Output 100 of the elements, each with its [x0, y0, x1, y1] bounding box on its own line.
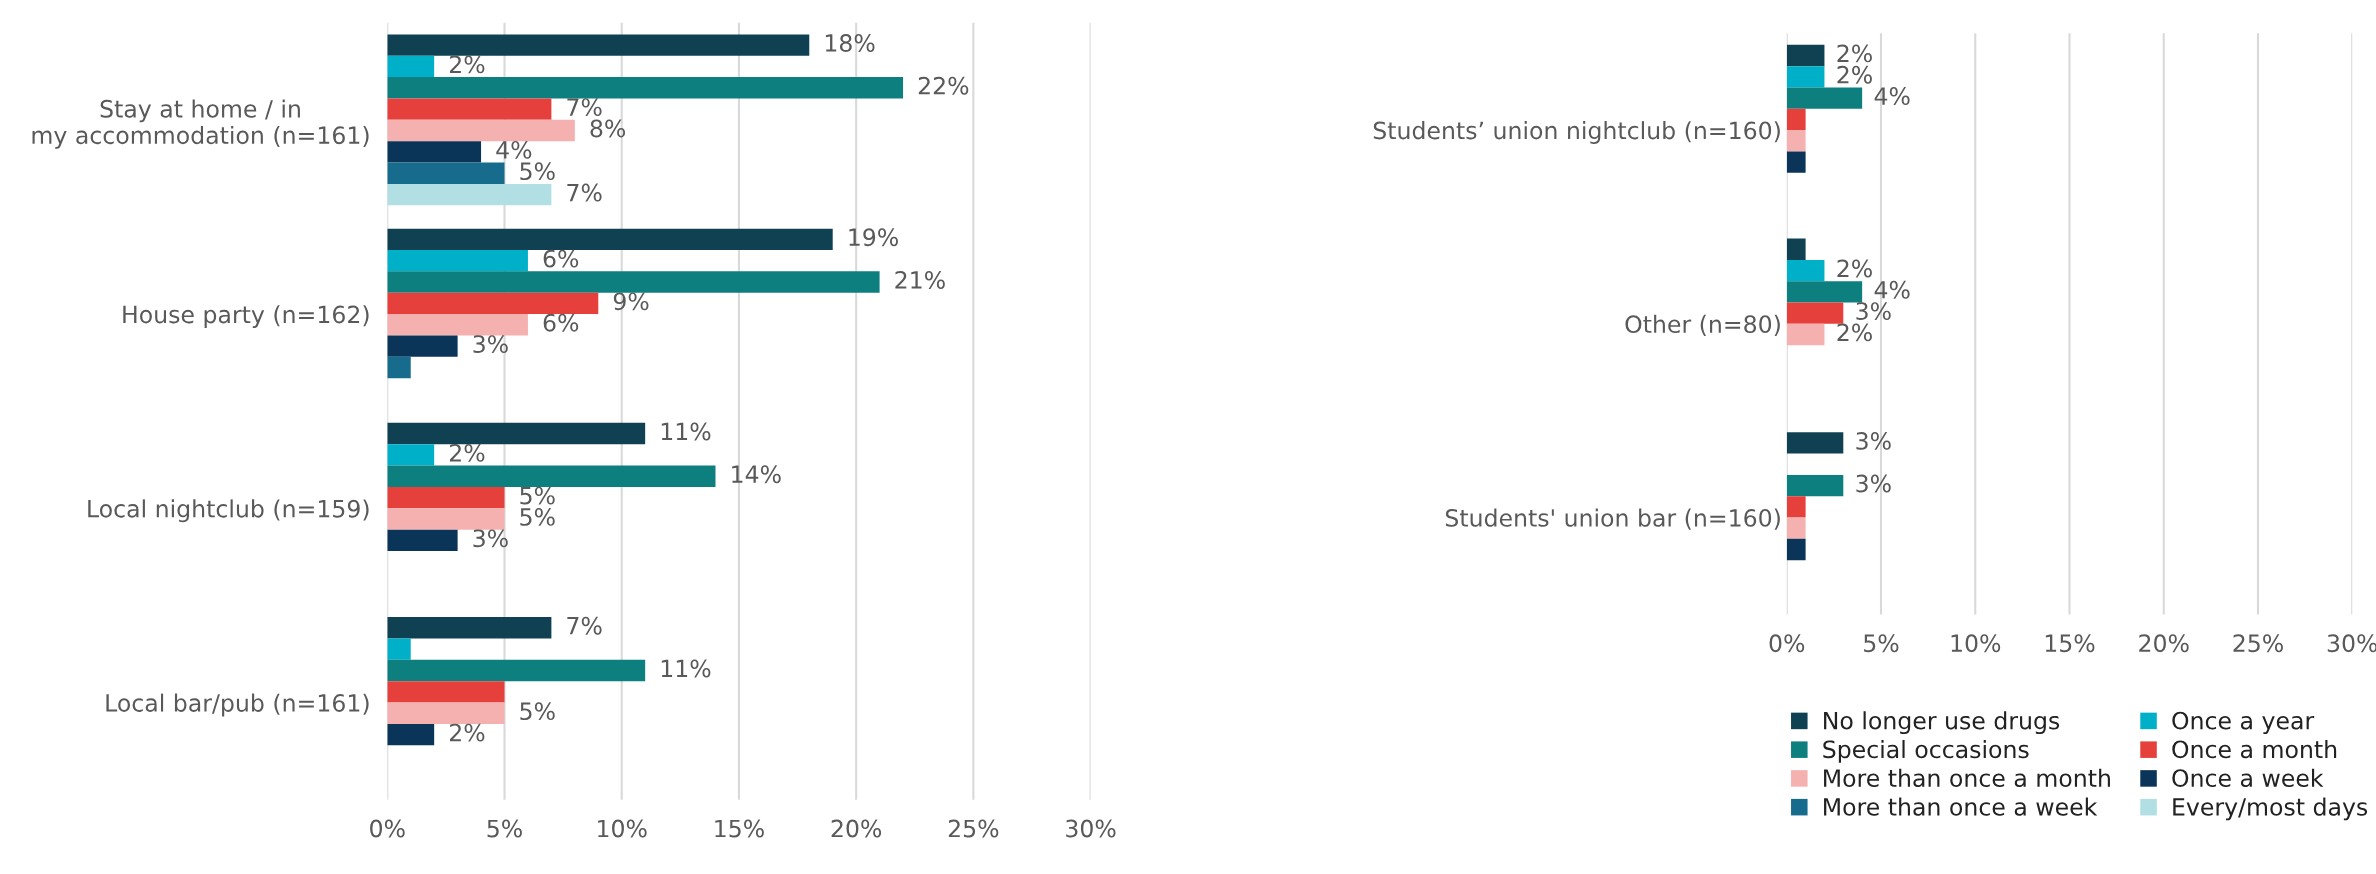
x-tick-label: 25% — [948, 819, 999, 838]
x-tick-label: 10% — [1951, 634, 2001, 653]
x-tick-label: 25% — [2233, 634, 2283, 653]
bar — [387, 723, 435, 746]
y-tick-label: Local nightclub (n=159) — [88, 499, 369, 523]
bar — [1786, 44, 1825, 67]
bar — [387, 119, 575, 142]
bar — [387, 508, 505, 530]
data-label: 4% — [496, 140, 532, 159]
x-tick-label: 0% — [370, 819, 405, 838]
data-label: 7% — [567, 183, 602, 202]
bar — [387, 249, 528, 272]
bar — [1786, 432, 1844, 454]
data-label: 18% — [825, 34, 875, 52]
legend-label: Once a month — [2172, 739, 2337, 759]
data-label: 2% — [449, 723, 485, 742]
data-label: 11% — [661, 659, 711, 678]
bar — [387, 271, 880, 293]
data-label: 3% — [1856, 302, 1891, 321]
bar — [387, 314, 528, 336]
x-tick-label: 15% — [2045, 634, 2095, 653]
data-label: 7% — [567, 616, 602, 635]
data-label: 2% — [1837, 65, 1872, 84]
x-tick-label: 10% — [598, 819, 647, 838]
data-label: 14% — [732, 465, 781, 484]
legend-label: No longer use drugs — [1824, 711, 2060, 735]
x-tick-label: 0% — [1769, 634, 1805, 653]
legend-label: More than once a month — [1824, 768, 2110, 788]
bar — [1786, 474, 1844, 497]
bar — [1786, 151, 1806, 173]
y-tick-label: Local bar/pub (n=161) — [106, 693, 369, 717]
legend-label: More than once a week — [1824, 797, 2098, 816]
bar — [387, 98, 552, 120]
bar — [387, 617, 552, 639]
x-tick-label: 5% — [487, 819, 522, 838]
bar — [387, 55, 435, 78]
legend-label: Every/most days — [2173, 797, 2368, 821]
data-label: 5% — [520, 702, 555, 721]
bar — [387, 444, 435, 466]
bar — [387, 356, 411, 379]
data-label: 4% — [1874, 87, 1910, 105]
y-tick-label: House party (n=162) — [123, 305, 369, 328]
data-label: 5% — [520, 162, 555, 181]
bar — [387, 486, 505, 509]
data-label: 21% — [895, 271, 945, 289]
bar — [1786, 517, 1806, 539]
data-label: 8% — [590, 119, 626, 138]
data-label: 4% — [1874, 280, 1910, 299]
y-tick-label: Students’ union nightclub (n=160) — [1373, 121, 1780, 144]
bar — [387, 228, 833, 250]
data-label: 9% — [613, 292, 649, 311]
bar — [1786, 66, 1825, 88]
x-tick-label: 5% — [1864, 634, 1899, 653]
data-label: 2% — [449, 443, 485, 462]
bar — [387, 183, 552, 206]
bar — [387, 77, 904, 99]
x-tick-label: 20% — [2139, 634, 2189, 653]
bar — [387, 292, 599, 315]
bar — [387, 465, 716, 487]
y-tick-label: Students' union bar (n=160) — [1445, 508, 1780, 530]
data-label: 3% — [1856, 474, 1891, 493]
bar — [1786, 130, 1806, 152]
bar — [387, 335, 458, 357]
y-tick-label: Other (n=80) — [1625, 314, 1780, 336]
data-label: 2% — [1837, 323, 1872, 342]
x-tick-label: 15% — [715, 819, 764, 838]
bar — [387, 659, 646, 682]
bar — [387, 702, 505, 724]
x-tick-label: 30% — [1066, 819, 1116, 838]
legend-label: Once a year — [2172, 711, 2315, 735]
bar — [1786, 323, 1825, 346]
data-label: 2% — [1837, 44, 1872, 63]
data-label: 11% — [661, 422, 711, 441]
data-label: 3% — [473, 529, 508, 548]
bar — [1786, 496, 1806, 518]
data-label: 19% — [849, 228, 898, 247]
bar — [1786, 259, 1825, 282]
bar — [387, 529, 458, 552]
data-label: 2% — [449, 55, 485, 74]
bar — [387, 422, 646, 445]
data-label: 3% — [1856, 431, 1891, 450]
bar — [1786, 238, 1806, 260]
data-label: 3% — [473, 335, 508, 353]
bar — [1786, 108, 1806, 131]
bar — [387, 638, 411, 660]
data-label: 22% — [918, 76, 969, 95]
legend-label: Once a week — [2172, 768, 2324, 788]
bar — [387, 681, 505, 703]
data-label: 6% — [543, 249, 579, 268]
data-label: 5% — [520, 486, 555, 505]
data-label: 7% — [567, 98, 602, 117]
bar — [387, 141, 482, 163]
y-tick-label: Stay at home / in my accommodation (n=161) — [32, 99, 369, 149]
bar — [387, 34, 810, 56]
x-tick-label: 20% — [831, 819, 882, 838]
legend-label: Special occasions — [1823, 739, 2029, 763]
bar — [387, 162, 505, 184]
bar — [1786, 87, 1863, 109]
data-label: 5% — [520, 508, 555, 526]
bar — [1786, 281, 1863, 303]
